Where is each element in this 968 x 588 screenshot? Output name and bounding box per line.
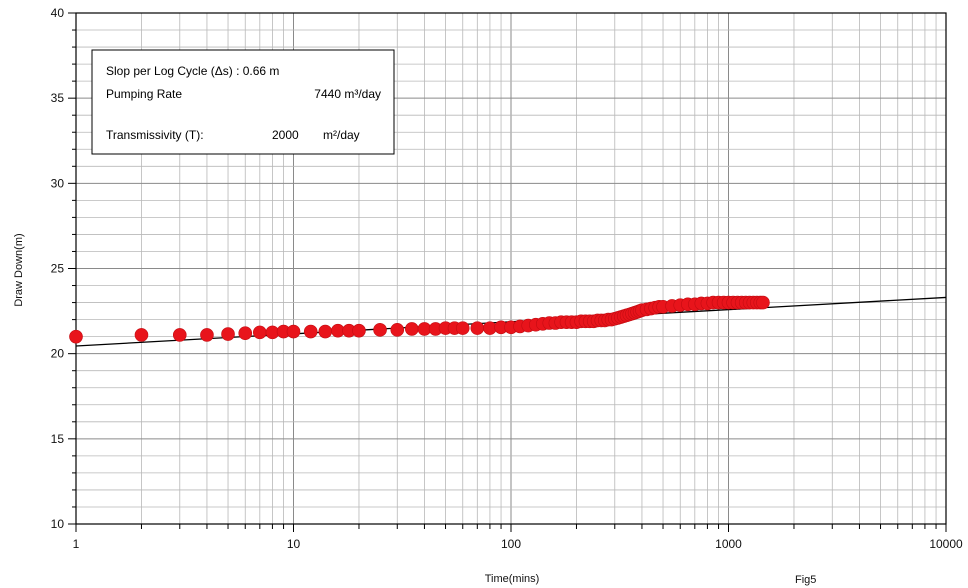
data-points <box>69 295 770 344</box>
data-point <box>172 328 187 342</box>
data-point <box>470 321 485 335</box>
data-point <box>69 329 83 344</box>
x-tick-label: 1 <box>73 537 80 551</box>
info-slope-label: Slop per Log Cycle (Δs) : 0.66 m <box>106 64 279 78</box>
x-tick-label: 1000 <box>715 537 742 551</box>
y-tick-label: 25 <box>51 262 65 276</box>
info-transmissivity-value: 2000 <box>272 128 299 142</box>
data-point <box>352 323 366 338</box>
data-point <box>405 322 419 336</box>
data-point <box>238 326 253 341</box>
info-box: Slop per Log Cycle (Δs) : 0.66 m Pumping… <box>91 49 395 155</box>
y-tick-label: 20 <box>51 347 65 361</box>
y-axis-ticks: 10 15 20 25 30 35 40 <box>51 6 76 531</box>
x-tick-label: 100 <box>501 537 521 551</box>
figure-label: Fig5 <box>795 574 816 586</box>
info-transmissivity-label: Transmissivity (T): <box>106 128 204 142</box>
data-point <box>756 295 770 310</box>
info-pumping-label: Pumping Rate <box>106 87 182 101</box>
x-axis-ticks: 1 10 100 1000 10000 <box>73 524 963 551</box>
info-transmissivity-unit: m²/day <box>323 128 360 142</box>
x-axis-label: Time(mins) <box>485 573 540 585</box>
y-tick-label: 40 <box>51 6 65 20</box>
y-axis-label: Draw Down(m) <box>13 233 25 306</box>
data-point <box>200 328 214 342</box>
x-tick-label: 10 <box>287 537 301 551</box>
data-point <box>455 321 470 335</box>
data-point <box>286 324 301 339</box>
y-tick-label: 15 <box>51 432 65 446</box>
data-point <box>318 324 333 339</box>
data-point <box>373 323 387 337</box>
data-point <box>221 327 235 341</box>
info-pumping-value: 7440 m³/day <box>314 87 381 101</box>
x-tick-label: 10000 <box>929 537 963 551</box>
data-point <box>303 324 318 339</box>
y-tick-label: 10 <box>51 517 65 531</box>
data-point <box>390 323 405 337</box>
y-tick-label: 35 <box>51 91 65 105</box>
data-point <box>134 328 149 342</box>
y-tick-label: 30 <box>51 176 65 190</box>
data-point <box>253 325 267 340</box>
